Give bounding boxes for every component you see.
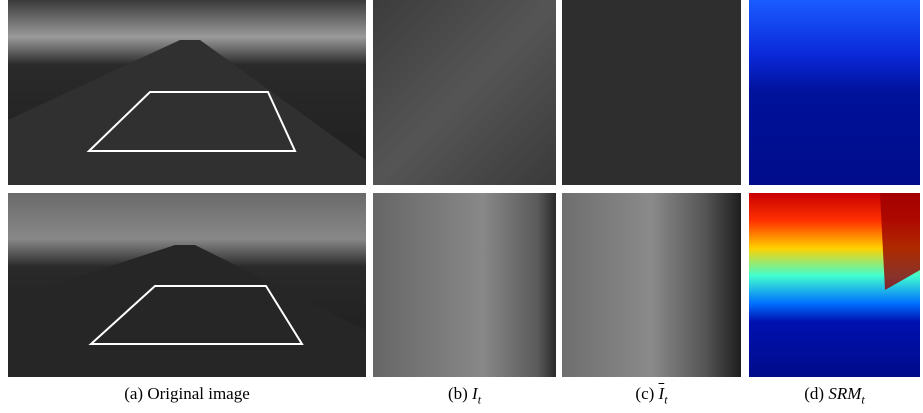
figure-images [0,0,923,380]
caption-text: Original image [147,384,249,403]
caption-c: (c) It [562,384,741,407]
caption-label: (a) [124,384,143,403]
caption-d: (d) SRMt [749,384,920,407]
caption-subscript: t [664,392,667,406]
caption-label: (d) [804,384,824,403]
figure: (a) Original image (b) It (c) It (d) SRM… [0,0,923,413]
caption-b: (b) It [373,384,556,407]
caption-symbol: SRM [828,384,861,403]
caption-label: (b) [448,384,468,403]
caption-label: (c) [635,384,654,403]
caption-a: (a) Original image [8,384,366,404]
caption-subscript: t [478,392,481,406]
caption-subscript: t [861,392,864,406]
